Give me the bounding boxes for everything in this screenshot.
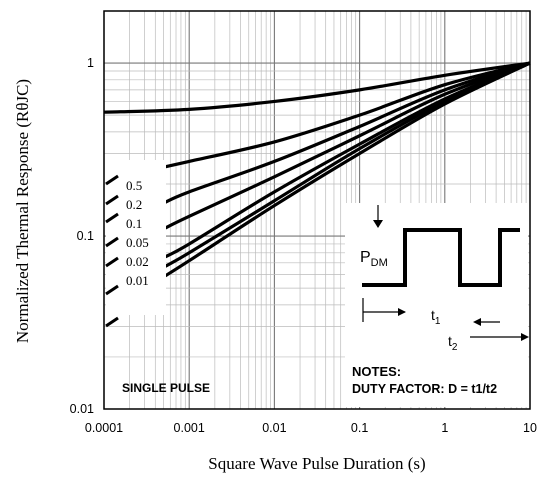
legend-label: 0.2 <box>126 197 142 212</box>
curves <box>103 61 531 279</box>
pulse-inset: PDM t1 t2 NOTES: DUTY FACTOR: D = t1/t2 <box>345 203 529 407</box>
t1-arrow-head <box>398 308 406 316</box>
curve-0-05 <box>162 61 531 231</box>
legend-label: 0.01 <box>126 273 149 288</box>
x-tick-label: 0.01 <box>262 421 286 435</box>
curve-stub <box>105 212 119 224</box>
legend-label: 0.02 <box>126 254 149 269</box>
pdm-arrow-head <box>373 220 383 228</box>
legend-label: 0.1 <box>126 216 142 231</box>
curve-stub <box>105 194 119 206</box>
curve-stub <box>105 236 119 248</box>
x-tick-label: 0.0001 <box>85 421 123 435</box>
curve-stub <box>105 316 119 328</box>
plot-frame <box>103 10 531 410</box>
inset-background <box>345 203 528 407</box>
y-tick-label: 1 <box>87 56 94 70</box>
y-axis-label: Normalized Thermal Response (RθJC) <box>13 79 32 343</box>
curve-0-5 <box>103 61 531 114</box>
notes-title: NOTES: <box>352 364 401 379</box>
t2-label: t2 <box>448 333 458 353</box>
curve-0-02 <box>162 61 531 260</box>
curve-stub <box>105 284 119 296</box>
t2-arrow-head <box>521 333 529 341</box>
t2-left-arrow-head <box>473 318 481 326</box>
x-tick-label: 1 <box>441 421 448 435</box>
curve-stub <box>105 256 119 268</box>
legend-label: 0.5 <box>126 178 142 193</box>
x-tick-label: 0.1 <box>351 421 368 435</box>
y-tick-labels: 1 0.1 0.01 <box>70 56 94 416</box>
legend-background <box>106 160 166 315</box>
single-pulse-label: SINGLE PULSE <box>122 381 210 395</box>
curve-0-2 <box>163 61 531 169</box>
y-tick-label: 0.01 <box>70 402 94 416</box>
pdm-label: PDM <box>360 249 388 269</box>
notes-text: DUTY FACTOR: D = t1/t2 <box>352 382 497 396</box>
legend: 0.5 0.2 0.1 0.05 0.02 0.01 <box>105 160 166 328</box>
x-tick-labels: 0.0001 0.001 0.01 0.1 1 10 <box>85 421 537 435</box>
t1-label: t1 <box>431 307 441 327</box>
curve-0-01 <box>162 61 531 269</box>
curve-single-pulse <box>162 61 531 279</box>
curve-0-1 <box>162 61 531 205</box>
x-tick-label: 0.001 <box>174 421 205 435</box>
y-tick-label: 0.1 <box>77 229 94 243</box>
curve-stub <box>105 174 119 186</box>
legend-label: 0.05 <box>126 235 149 250</box>
pulse-waveform <box>362 228 520 287</box>
x-tick-label: 10 <box>523 421 537 435</box>
x-axis-label: Square Wave Pulse Duration (s) <box>208 454 425 473</box>
